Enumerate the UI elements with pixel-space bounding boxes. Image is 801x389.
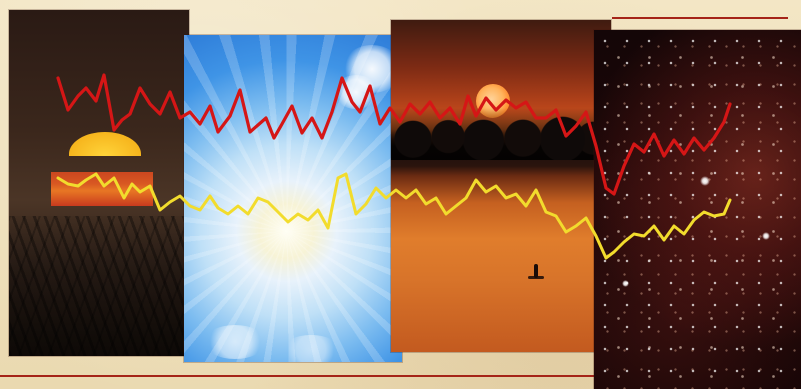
sun-reflection (51, 172, 153, 206)
bright-star (622, 280, 629, 287)
sun-shape (69, 132, 141, 156)
cloud (334, 75, 378, 109)
red-star-field-panel (594, 30, 801, 389)
bottom-rule (0, 375, 801, 377)
grass-silhouette (9, 216, 189, 356)
top-rule-right (612, 17, 788, 19)
cloud (282, 335, 340, 362)
sunset-grass-panel (9, 10, 189, 356)
bright-star (700, 176, 710, 186)
orange-lake-sunset-panel (391, 20, 611, 352)
boat-silhouette (528, 276, 544, 279)
bright-star (762, 232, 770, 240)
star-field (594, 30, 801, 389)
treeline-silhouette (391, 108, 611, 160)
cloud (204, 325, 266, 359)
rower-silhouette (534, 264, 538, 278)
sky-sunburst-panel (184, 35, 402, 362)
